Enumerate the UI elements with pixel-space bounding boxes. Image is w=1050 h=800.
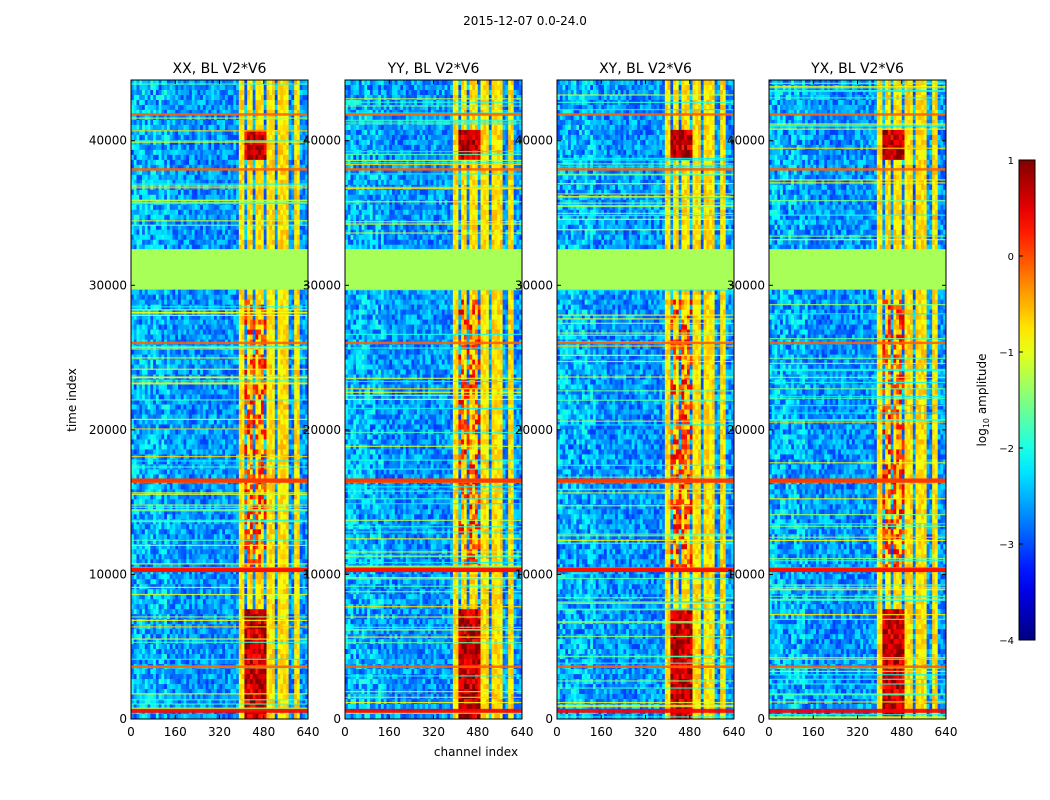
y-tick-label: 20000 [89,423,127,437]
x-axis-label: channel index [434,745,518,759]
y-tick-label: 20000 [727,423,765,437]
heatmap-image [557,80,734,719]
y-tick-label: 0 [119,712,127,726]
colorbar-tick-label: −3 [999,540,1014,551]
y-tick-label: 0 [333,712,341,726]
panel-title: XX, BL V2*V6 [173,61,267,77]
y-tick-label: 20000 [515,423,553,437]
x-tick-label: 0 [341,725,349,739]
y-tick-label: 30000 [727,278,765,292]
y-tick-label: 10000 [515,567,553,581]
colorbar-tick-label: −1 [999,348,1014,359]
x-tick-label: 160 [164,725,187,739]
y-tick-label: 40000 [89,134,127,148]
x-tick-label: 160 [590,725,613,739]
x-tick-label: 640 [511,725,534,739]
heatmap-image [345,80,522,719]
y-tick-label: 10000 [303,567,341,581]
panel-xx: XX, BL V2*V6 0 160 320 480 640 0 10000 20000 3000… [89,61,320,739]
y-tick-label: 30000 [515,278,553,292]
colorbar-tick-label: 0 [1008,252,1014,263]
y-tick-label: 40000 [303,134,341,148]
y-tick-label: 10000 [727,567,765,581]
y-axis-label: time index [65,368,79,432]
x-tick-label: 160 [802,725,825,739]
panel-title: YX, BL V2*V6 [810,61,904,77]
x-tick-label: 320 [422,725,445,739]
y-tick-label: 0 [757,712,765,726]
panel-title: XY, BL V2*V6 [599,61,692,77]
panel-yy: YY, BL V2*V6 0 160 320 480 640 0 10000 20000 3000… [303,61,534,739]
x-tick-label: 0 [765,725,773,739]
y-tick-label: 0 [545,712,553,726]
y-tick-label: 20000 [303,423,341,437]
x-tick-label: 320 [634,725,657,739]
x-tick-label: 480 [252,725,275,739]
heatmap-image [131,80,308,719]
y-tick-label: 40000 [515,134,553,148]
x-tick-label: 0 [127,725,135,739]
x-tick-label: 320 [846,725,869,739]
x-tick-label: 640 [935,725,958,739]
figure-suptitle: 2015-12-07 0.0-24.0 [0,14,1050,28]
y-tick-label: 40000 [727,134,765,148]
y-tick-label: 30000 [89,278,127,292]
panel-yx: YX, BL V2*V6 0 160 320 480 640 0 10000 20000 3000… [727,61,958,739]
x-tick-label: 320 [208,725,231,739]
x-tick-label: 640 [297,725,320,739]
y-tick-label: 10000 [89,567,127,581]
panel-xy: XY, BL V2*V6 0 160 320 480 640 0 10000 20000 3000… [515,61,746,739]
x-tick-label: 480 [678,725,701,739]
colorbar-tick-label: −4 [999,636,1014,647]
x-tick-label: 0 [553,725,561,739]
x-tick-label: 480 [890,725,913,739]
x-tick-label: 480 [466,725,489,739]
colorbar-tick-label: −2 [999,444,1014,455]
x-tick-label: 160 [378,725,401,739]
panel-title: YY, BL V2*V6 [387,61,480,77]
x-tick-label: 640 [723,725,746,739]
colorbar-label: log10 amplitude [975,354,991,447]
y-tick-label: 30000 [303,278,341,292]
colorbar: 1 0 −1 −2 −3 −4 log10 amplitude [975,156,1036,647]
colorbar-tick-label: 1 [1008,156,1014,167]
colorbar-gradient [1018,159,1036,641]
heatmap-image [769,80,946,719]
